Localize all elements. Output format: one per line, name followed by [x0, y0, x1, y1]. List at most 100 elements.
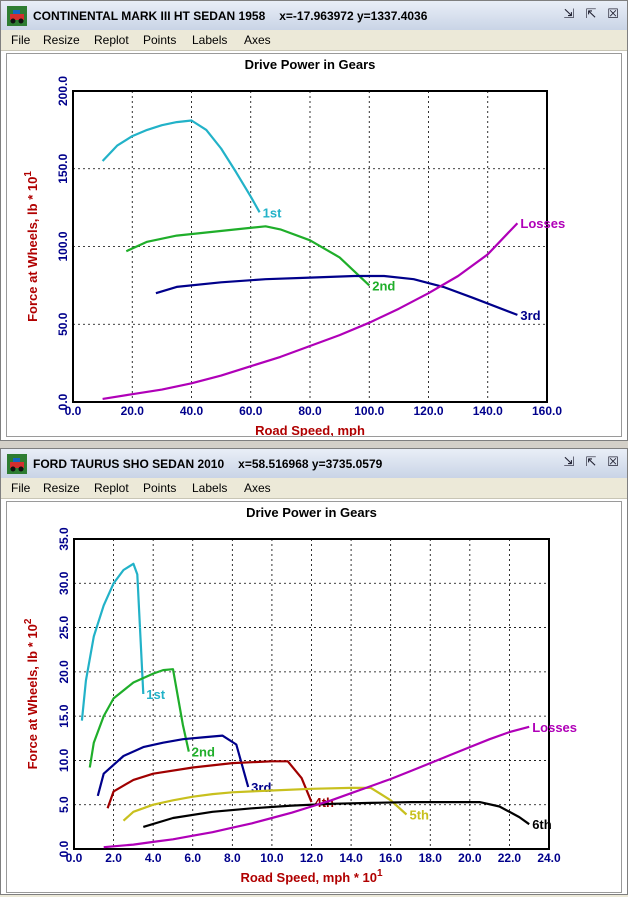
series-label-losses: Losses	[532, 720, 577, 735]
y-axis-label: Force at Wheels, lb * 101	[23, 171, 40, 322]
y-tick-label: 150.0	[56, 153, 70, 183]
window-taurus: FORD TAURUS SHO SEDAN 2010 x=58.516968 y=…	[0, 448, 628, 895]
series-label-1st: 1st	[146, 687, 165, 702]
series-label-5th: 5th	[410, 807, 430, 822]
close-icon[interactable]: ☒	[607, 455, 619, 470]
x-tick-label: 60.0	[239, 404, 263, 418]
series-line-3rd	[155, 274, 518, 316]
series-label-2nd: 2nd	[192, 745, 215, 760]
close-icon[interactable]: ☒	[607, 7, 619, 22]
x-tick-label: 18.0	[419, 851, 443, 865]
x-tick-label: 10.0	[260, 851, 284, 865]
y-tick-label: 0.0	[57, 840, 71, 857]
x-axis-label-exponent: 1	[377, 868, 383, 879]
y-tick-label: 5.0	[57, 796, 71, 813]
x-tick-label: 24.0	[537, 851, 561, 865]
menu-labels[interactable]: Labels	[192, 481, 228, 495]
series-label-1st: 1st	[263, 205, 282, 220]
car-icon	[7, 454, 27, 474]
series-line-1st	[80, 562, 145, 721]
menu-replot[interactable]: Replot	[94, 33, 129, 47]
x-tick-label: 40.0	[180, 404, 204, 418]
x-tick-label: 100.0	[354, 404, 384, 418]
y-axis-label-exponent: 2	[23, 618, 34, 624]
title-bar[interactable]: CONTINENTAL MARK III HT SEDAN 1958 x=-17.…	[1, 1, 627, 31]
x-tick-label: 20.0	[458, 851, 482, 865]
plot-frame	[72, 90, 548, 403]
y-tick-label: 200.0	[56, 76, 70, 106]
y-tick-label: 35.0	[57, 527, 71, 551]
x-tick-label: 2.0	[105, 851, 122, 865]
chart-continental: Drive Power in Gears 0.0 20.0 40.0 60.0 80.0 1…	[23, 57, 565, 438]
menu-resize[interactable]: Resize	[43, 33, 80, 47]
car-icon	[7, 6, 27, 26]
y-tick-label: 30.0	[57, 571, 71, 595]
y-axis-label-exponent: 1	[23, 171, 34, 177]
plot-panel: Drive Power in Gears 0.0 20.0 40.0 60.0 80.0 1…	[6, 53, 622, 438]
menu-bar: File Resize Replot Points Labels Axes	[1, 30, 627, 51]
window-title: FORD TAURUS SHO SEDAN 2010 x=58.516968 y=…	[33, 457, 382, 471]
window-separator	[0, 441, 628, 448]
y-tick-label: 10.0	[57, 748, 71, 772]
x-tick-label: 4.0	[145, 851, 162, 865]
x-tick-label: 80.0	[298, 404, 322, 418]
window-title-text: CONTINENTAL MARK III HT SEDAN 1958	[33, 9, 266, 23]
x-tick-label: 8.0	[224, 851, 241, 865]
chart-title: Drive Power in Gears	[245, 57, 376, 72]
menu-resize[interactable]: Resize	[43, 481, 80, 495]
window-title: CONTINENTAL MARK III HT SEDAN 1958 x=-17.…	[33, 9, 427, 23]
x-tick-label: 20.0	[121, 404, 145, 418]
minimize-icon[interactable]: ⇲	[563, 7, 575, 22]
maximize-icon[interactable]: ⇱	[585, 7, 597, 22]
y-tick-label: 25.0	[57, 616, 71, 640]
x-tick-label: 22.0	[498, 851, 522, 865]
menu-axes[interactable]: Axes	[244, 481, 271, 495]
x-tick-label: 160.0	[532, 404, 562, 418]
x-tick-label: 0.0	[65, 404, 82, 418]
window-continental: CONTINENTAL MARK III HT SEDAN 1958 x=-17.…	[0, 0, 628, 441]
x-tick-label: 12.0	[300, 851, 324, 865]
menu-axes[interactable]: Axes	[244, 33, 271, 47]
series-line-2nd	[88, 668, 190, 768]
x-tick-label: 120.0	[413, 404, 443, 418]
maximize-icon[interactable]: ⇱	[585, 455, 597, 470]
menu-file[interactable]: File	[11, 481, 31, 495]
menu-points[interactable]: Points	[143, 33, 177, 47]
menu-labels[interactable]: Labels	[192, 33, 228, 47]
series-label-3rd: 3rd	[251, 780, 271, 795]
cursor-coords: x=58.516968 y=3735.0579	[238, 457, 383, 471]
x-axis-label: Road Speed, mph	[255, 423, 365, 436]
minimize-icon[interactable]: ⇲	[563, 455, 575, 470]
series-line-1st	[101, 119, 261, 213]
x-tick-label: 16.0	[379, 851, 403, 865]
y-tick-label: 20.0	[57, 660, 71, 684]
window-title-text: FORD TAURUS SHO SEDAN 2010	[33, 457, 225, 471]
menu-file[interactable]: File	[11, 33, 31, 47]
series-line-3rd	[96, 734, 250, 797]
series-line-2nd	[125, 225, 371, 287]
menu-replot[interactable]: Replot	[94, 481, 129, 495]
series-line-losses	[102, 222, 519, 400]
title-bar[interactable]: FORD TAURUS SHO SEDAN 2010 x=58.516968 y=…	[1, 449, 627, 479]
plot-panel: Drive Power in Gears 0.0 2.0 4.0 6.0 8.0 10.0 1…	[6, 501, 622, 893]
cursor-coords: x=-17.963972 y=1337.4036	[279, 9, 428, 23]
series-label-3rd: 3rd	[520, 308, 540, 323]
series-label-losses: Losses	[520, 216, 565, 231]
series-line-6th	[142, 801, 530, 828]
plot-frame	[73, 538, 550, 850]
x-tick-label: 14.0	[339, 851, 363, 865]
series-line-4th	[106, 760, 313, 809]
series-line-losses	[103, 725, 530, 849]
series-label-6th: 6th	[532, 817, 552, 832]
menu-bar: File Resize Replot Points Labels Axes	[1, 478, 627, 499]
x-tick-label: 140.0	[473, 404, 503, 418]
y-tick-label: 0.0	[56, 393, 70, 410]
menu-points[interactable]: Points	[143, 481, 177, 495]
y-tick-label: 100.0	[56, 231, 70, 261]
x-tick-label: 6.0	[184, 851, 201, 865]
chart-title: Drive Power in Gears	[246, 505, 377, 520]
x-axis-label: Road Speed, mph * 101	[240, 868, 383, 885]
series-label-2nd: 2nd	[372, 278, 395, 293]
x-tick-label: 0.0	[66, 851, 83, 865]
